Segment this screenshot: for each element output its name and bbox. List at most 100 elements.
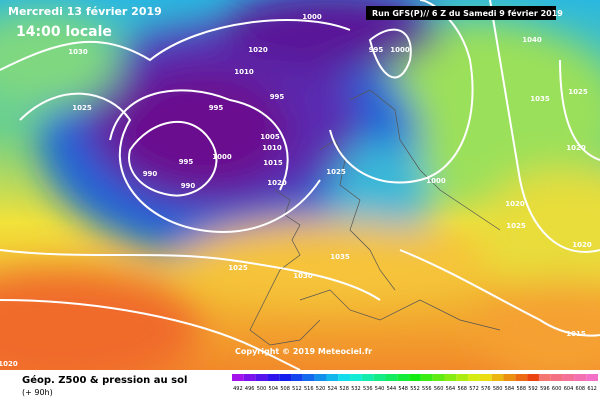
scale-label: 584 <box>505 386 515 392</box>
scale-label: 612 <box>587 386 597 392</box>
scale-swatch <box>232 374 244 381</box>
scale-swatch <box>479 374 492 381</box>
scale-label: 504 <box>269 386 279 392</box>
isobar-label: 1010 <box>262 144 282 152</box>
scale-swatch <box>338 374 351 381</box>
isobar-label: 1015 <box>566 330 586 338</box>
scale-label: 564 <box>446 386 456 392</box>
scale-label: 536 <box>363 386 373 392</box>
isobar-label: 995 <box>209 104 224 112</box>
scale-label: 600 <box>552 386 562 392</box>
run-info: Run GFS(P)// 6 Z du Samedi 9 février 201… <box>372 8 563 18</box>
scale-label: 568 <box>457 386 467 392</box>
scale-label: 604 <box>564 386 574 392</box>
isobar-label: 1020 <box>248 46 268 54</box>
scale-swatch <box>409 374 421 381</box>
isobar-label: 995 <box>369 46 384 54</box>
isobar-label: 1000 <box>426 177 446 185</box>
scale-swatch <box>515 374 528 381</box>
scale-label: 596 <box>540 386 550 392</box>
scale-label: 524 <box>328 386 338 392</box>
footer-lead: (+ 90h) <box>22 388 53 397</box>
scale-swatch <box>444 374 457 381</box>
isobar-label: 990 <box>143 170 158 178</box>
isobar-label: 1035 <box>330 253 350 261</box>
scale-label: 508 <box>280 386 290 392</box>
scale-label: 580 <box>493 386 503 392</box>
isobar-label: 1035 <box>530 95 550 103</box>
scale-label: 540 <box>375 386 385 392</box>
scale-swatch <box>550 374 563 381</box>
scale-swatch <box>243 374 256 381</box>
scale-label: 500 <box>257 386 267 392</box>
scale-label: 496 <box>245 386 255 392</box>
scale-swatch <box>468 374 480 381</box>
scale-swatch <box>574 374 587 381</box>
isobar-label: 1025 <box>326 168 346 176</box>
isobar-label: 1015 <box>263 159 283 167</box>
scale-label: 544 <box>387 386 397 392</box>
scale-label: 520 <box>316 386 326 392</box>
scale-swatch <box>420 374 433 381</box>
scale-label: 492 <box>233 386 243 392</box>
isobar-label: 1040 <box>522 36 542 44</box>
map-field <box>0 0 600 390</box>
scale-swatch <box>361 374 374 381</box>
scale-swatch <box>267 374 280 381</box>
isobar-label: 1000 <box>302 13 322 21</box>
scale-swatch <box>503 374 516 381</box>
scale-label: 560 <box>434 386 444 392</box>
scale-swatch <box>291 374 303 381</box>
isobar-label: 1005 <box>260 133 280 141</box>
scale-swatch <box>373 374 386 381</box>
isobar-label: 990 <box>181 182 196 190</box>
isobar-label: 1010 <box>234 68 254 76</box>
copyright: Copyright © 2019 Meteociel.fr <box>235 347 372 356</box>
isobar-label: 995 <box>179 158 194 166</box>
scale-swatch <box>314 374 327 381</box>
footer-title: Géop. Z500 & pression au sol <box>22 374 187 386</box>
isobar-label: 1020 <box>505 200 525 208</box>
run-box <box>366 6 556 20</box>
scale-label: 512 <box>292 386 302 392</box>
valid-date: Mercredi 13 février 2019 <box>8 5 162 18</box>
isobar-label: 1025 <box>568 88 588 96</box>
scale-swatch <box>456 374 469 381</box>
scale-swatch <box>562 374 575 381</box>
coastlines <box>249 89 501 346</box>
isobar-label: 1020 <box>566 144 586 152</box>
scale-swatch <box>350 374 362 381</box>
isobar-label: 995 <box>270 93 285 101</box>
scale-label: 516 <box>304 386 314 392</box>
scale-label: 576 <box>481 386 491 392</box>
isobar-label: 1020 <box>572 241 592 249</box>
scale-swatch <box>538 374 551 381</box>
scale-label: 556 <box>422 386 432 392</box>
scale-label: 572 <box>469 386 479 392</box>
scale-swatch <box>279 374 292 381</box>
color-scale: 492 496 500 504 508 512 516 520 524 528 532 536 540 5… <box>232 374 598 392</box>
isobar-label: 1020 <box>267 179 287 187</box>
isobar-label: 1025 <box>506 222 526 230</box>
scale-swatch <box>302 374 315 381</box>
isobar-labels: 1030 1025 990 995 1000 990 995 995 1010 1020 1005 1… <box>0 13 592 368</box>
isobars <box>0 0 600 370</box>
scale-swatch <box>397 374 410 381</box>
scale-swatch <box>385 374 398 381</box>
scale-label: 592 <box>528 386 538 392</box>
isobar-label: 1020 <box>0 360 18 368</box>
scale-label: 552 <box>410 386 420 392</box>
scale-swatch <box>432 374 445 381</box>
isobar-label: 1000 <box>390 46 410 54</box>
scale-label: 548 <box>398 386 408 392</box>
scale-swatch <box>527 374 539 381</box>
isobar-label: 1025 <box>72 104 92 112</box>
scale-label: 532 <box>351 386 361 392</box>
scale-swatch <box>255 374 268 381</box>
isobar-label: 1000 <box>212 153 232 161</box>
scale-label: 588 <box>516 386 526 392</box>
scale-swatch <box>326 374 339 381</box>
scale-swatch <box>586 374 598 381</box>
isobar-label: 1030 <box>293 272 313 280</box>
